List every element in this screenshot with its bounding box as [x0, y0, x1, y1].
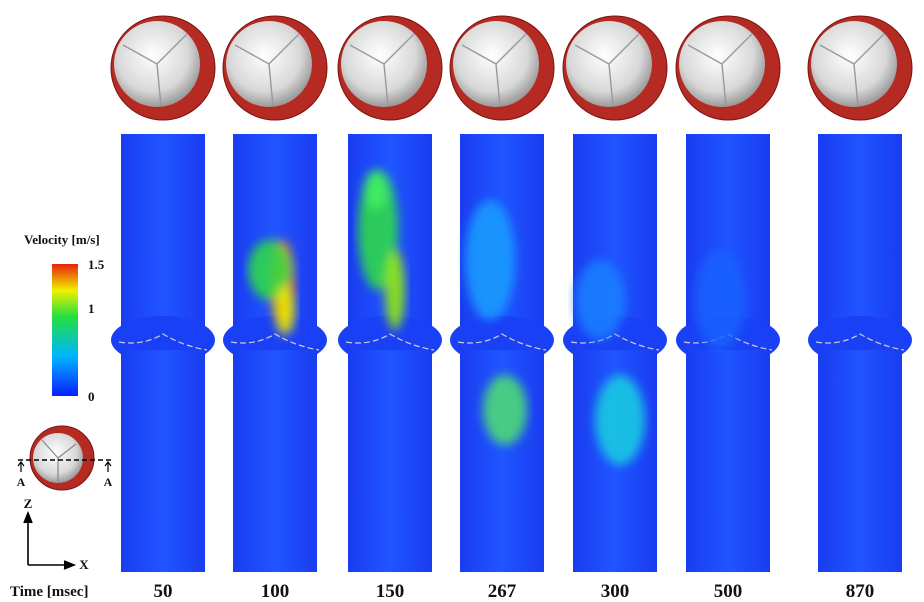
- columns: 50 100 150 267 300 500 870: [111, 16, 912, 602]
- axis-label: Z: [24, 496, 33, 511]
- column: 150: [338, 16, 442, 602]
- vortex: [275, 285, 295, 335]
- flow-lower: [233, 350, 317, 572]
- flow-upper: [121, 134, 205, 334]
- colorbar-tick-label: 0: [88, 389, 95, 404]
- time-value: 870: [846, 581, 875, 602]
- column: 100: [223, 16, 327, 602]
- flow-lower: [818, 350, 902, 572]
- time-value: 150: [376, 581, 405, 602]
- time-value: 50: [154, 581, 173, 602]
- legend-title: Velocity [m/s]: [24, 232, 100, 247]
- flow-upper: [818, 134, 902, 334]
- flow-features: [695, 250, 745, 350]
- vortex: [364, 170, 388, 210]
- vortex: [483, 375, 527, 445]
- colorbar-ticks: 011.5: [88, 257, 105, 404]
- flow-lower: [121, 350, 205, 572]
- page: Velocity [m/s] 011.5 A A Z X Time [msec]…: [0, 0, 924, 602]
- flow-lower: [686, 350, 770, 572]
- vortex: [575, 260, 625, 340]
- cut-label: A: [104, 475, 113, 489]
- flow-lower: [348, 350, 432, 572]
- colorbar-tick-label: 1.5: [88, 257, 105, 272]
- axes-icon: [24, 513, 74, 569]
- figure: Velocity [m/s] 011.5 A A Z X Time [msec]…: [0, 0, 924, 602]
- time-value: 300: [601, 581, 630, 602]
- time-value: 100: [261, 581, 290, 602]
- cut-label: A: [17, 475, 26, 489]
- vortex: [595, 375, 645, 465]
- axis-label: X: [79, 557, 89, 572]
- column: 870: [808, 16, 912, 602]
- vortex: [695, 250, 745, 350]
- column: 267: [450, 16, 554, 602]
- section-icon: [18, 426, 112, 490]
- time-label: Time [msec]: [10, 584, 88, 600]
- time-value: 500: [714, 581, 743, 602]
- column: 50: [111, 16, 215, 602]
- time-value: 267: [488, 581, 517, 602]
- column: 300: [563, 16, 667, 602]
- colorbar: [52, 264, 78, 396]
- vortex: [465, 200, 515, 320]
- column: 500: [676, 16, 780, 602]
- vortex: [385, 250, 405, 330]
- colorbar-tick-label: 1: [88, 301, 95, 316]
